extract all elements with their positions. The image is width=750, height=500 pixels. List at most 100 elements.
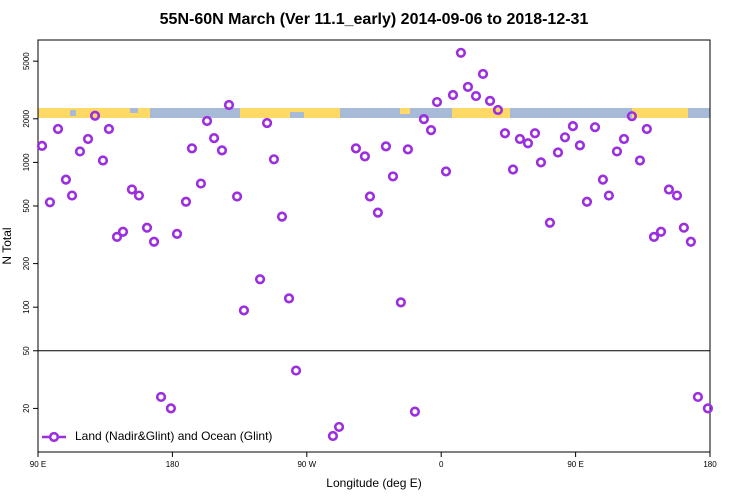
point xyxy=(89,110,101,121)
point xyxy=(418,114,429,125)
point xyxy=(372,207,383,218)
point xyxy=(52,123,64,135)
point xyxy=(238,305,250,316)
x-tick-label: 0 xyxy=(439,460,444,469)
x-tick-label: 90 W xyxy=(297,460,316,469)
point xyxy=(231,191,243,202)
y-tick-label: 100 xyxy=(22,300,31,314)
x-tick-label: 90 E xyxy=(567,460,583,469)
point xyxy=(327,430,339,442)
point xyxy=(155,391,167,403)
point xyxy=(455,47,467,58)
point xyxy=(380,141,392,152)
legend-marker xyxy=(48,431,60,443)
point xyxy=(103,123,115,135)
legend-label: Land (Nadir&Glint) and Ocean (Glint) xyxy=(75,429,272,443)
y-tick-label: 50 xyxy=(22,346,31,355)
point xyxy=(462,81,474,93)
y-tick-label: 1000 xyxy=(22,153,31,171)
point xyxy=(60,174,72,185)
point xyxy=(655,226,667,237)
point xyxy=(559,132,571,143)
point xyxy=(186,143,198,154)
y-axis-label: N Total xyxy=(0,227,14,264)
point xyxy=(111,231,123,242)
point xyxy=(148,236,160,247)
y-tick-label: 5000 xyxy=(22,52,31,70)
point xyxy=(499,128,511,139)
point xyxy=(268,154,280,165)
point xyxy=(74,146,86,157)
point xyxy=(589,122,601,133)
point xyxy=(66,190,78,201)
point xyxy=(685,236,696,247)
point xyxy=(552,147,564,158)
point xyxy=(477,68,489,80)
point xyxy=(117,226,129,237)
point xyxy=(283,293,295,304)
point xyxy=(364,191,376,202)
point xyxy=(180,196,192,207)
point xyxy=(618,133,630,145)
point xyxy=(333,421,345,433)
point xyxy=(663,184,675,195)
point xyxy=(603,190,615,201)
point xyxy=(276,211,288,222)
point xyxy=(254,274,266,285)
point xyxy=(165,403,177,414)
point xyxy=(597,174,609,185)
point xyxy=(359,151,370,162)
point xyxy=(44,197,56,208)
point xyxy=(507,164,519,175)
point xyxy=(350,143,362,154)
point xyxy=(447,89,459,101)
point xyxy=(133,190,145,201)
point xyxy=(514,133,525,145)
point xyxy=(567,121,579,132)
point xyxy=(82,133,94,145)
point xyxy=(402,144,413,155)
point xyxy=(201,115,213,127)
y-tick-label: 200 xyxy=(22,256,31,270)
x-tick-label: 180 xyxy=(703,460,717,469)
point xyxy=(261,117,273,129)
point xyxy=(648,231,660,242)
point xyxy=(678,222,689,233)
x-tick-label: 180 xyxy=(166,460,180,469)
point xyxy=(208,133,220,144)
point xyxy=(216,145,228,156)
point xyxy=(574,140,586,151)
point xyxy=(395,297,406,308)
point xyxy=(641,123,652,135)
plot-frame xyxy=(37,39,711,453)
x-axis-label: Longitude (deg E) xyxy=(326,476,421,490)
point xyxy=(529,128,541,139)
point xyxy=(611,146,623,157)
point xyxy=(522,138,534,149)
point xyxy=(581,196,593,207)
point xyxy=(431,96,443,108)
point xyxy=(126,184,138,195)
point xyxy=(492,104,504,116)
point xyxy=(290,365,302,376)
point xyxy=(626,111,637,122)
point xyxy=(36,140,48,151)
point xyxy=(692,391,704,403)
point xyxy=(671,190,683,201)
x-tick-label: 90 E xyxy=(30,460,46,469)
point xyxy=(440,166,452,177)
point xyxy=(409,406,421,417)
point xyxy=(484,95,496,106)
point xyxy=(702,403,714,414)
y-tick-label: 20 xyxy=(22,403,31,412)
point xyxy=(470,90,482,102)
point xyxy=(171,228,183,239)
y-tick-label: 2000 xyxy=(22,109,31,127)
point xyxy=(425,125,437,136)
point xyxy=(141,222,153,233)
y-tick-label: 500 xyxy=(22,199,31,213)
point xyxy=(195,178,207,189)
point xyxy=(387,171,399,182)
surface-band xyxy=(38,108,710,118)
